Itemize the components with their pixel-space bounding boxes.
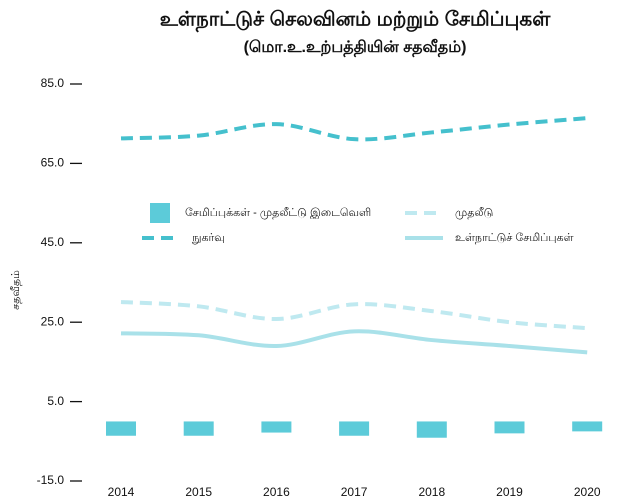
y-tick-label: 85.0: [41, 76, 65, 90]
bar: [416, 421, 447, 438]
legend-label: சேமிப்புக்கள் - முதலீட்டு இடைவெளி: [185, 207, 371, 219]
legend-swatch: [150, 203, 170, 223]
x-tick-label: 2018: [418, 485, 445, 499]
line: [120, 116, 588, 142]
legend-label: முதலீடு: [455, 207, 493, 219]
bar: [183, 421, 214, 436]
y-tick-label: 5.0: [47, 394, 64, 408]
bar: [261, 421, 292, 433]
y-tick-label: -15.0: [37, 473, 65, 487]
chart-title: உள்நாட்டுச் செலவினம் மற்றும் சேமிப்புகள்: [160, 8, 552, 32]
chart-subtitle: (மொ.உ.உற்பத்தியின் சதவீதம்): [244, 38, 467, 57]
bar: [106, 421, 136, 436]
y-axis-label: சதவீதம்: [10, 270, 22, 310]
x-tick-label: 2016: [263, 485, 290, 499]
x-tick-label: 2019: [496, 485, 523, 499]
y-tick-label: 25.0: [41, 314, 65, 328]
legend-label: நுகர்வு: [192, 232, 225, 244]
legend-label: உள்நாட்டுச் சேமிப்புகள்: [455, 232, 574, 244]
y-tick-label: 45.0: [41, 235, 65, 249]
bar: [339, 421, 370, 436]
line: [120, 299, 588, 331]
x-tick-label: 2014: [108, 485, 135, 499]
bar: [572, 421, 603, 432]
x-tick-label: 2015: [185, 485, 212, 499]
x-tick-label: 2020: [574, 485, 601, 499]
y-tick-label: 65.0: [41, 156, 65, 170]
bar: [494, 421, 525, 434]
line: [120, 329, 588, 355]
x-tick-label: 2017: [341, 485, 368, 499]
